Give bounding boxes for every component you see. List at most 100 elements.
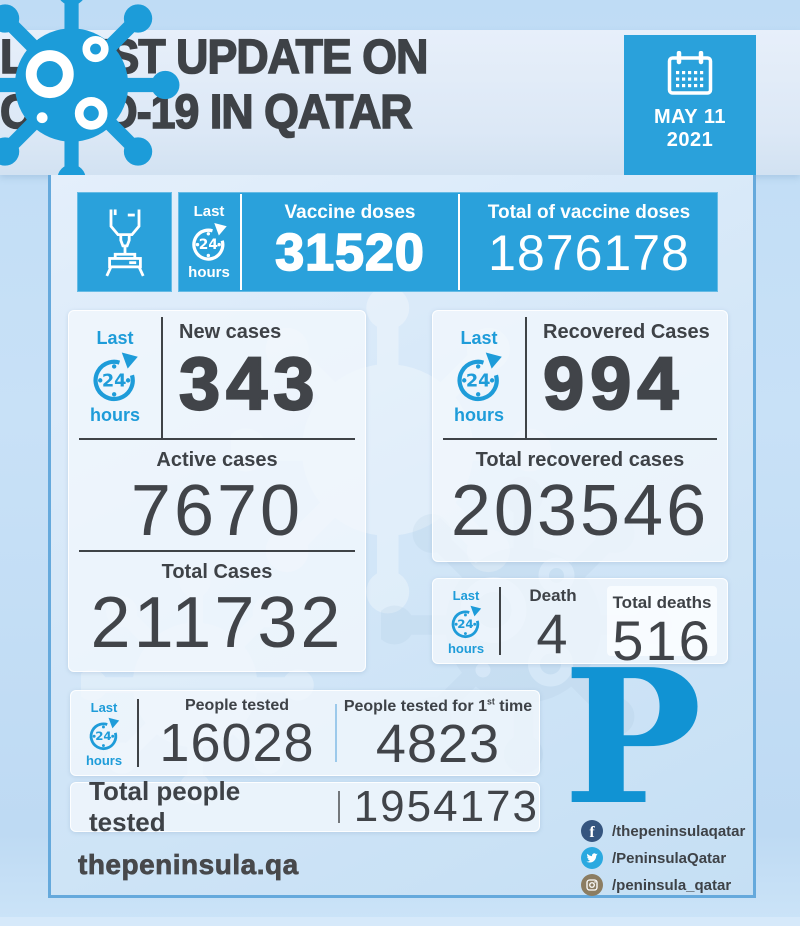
date-badge: MAY 11 2021: [624, 35, 756, 175]
people-tested-value: 16028: [159, 713, 315, 773]
date-text: MAY 11 2021: [654, 106, 726, 152]
people-tested-label: People tested: [184, 697, 290, 714]
cases-card: Last hours New cases 343 Active cases 76…: [68, 310, 366, 672]
total-deaths-label: Total deaths: [612, 593, 712, 612]
people-tested-stat: People tested 16028: [139, 691, 335, 775]
bottom-strip: [0, 917, 800, 926]
clock-24-icon: [452, 350, 506, 404]
hours-label: hours: [447, 641, 485, 656]
vaccine-doses-value: 31520: [274, 223, 425, 283]
death-label: Death: [529, 586, 577, 605]
last-label: Last: [193, 203, 225, 220]
divider: [337, 791, 340, 823]
divider: [137, 699, 139, 767]
vaccine-total-label: Total of vaccine doses: [487, 202, 691, 223]
last-label: Last: [460, 327, 498, 348]
tested-card: Last hours People tested 16028 People te…: [70, 690, 540, 776]
instagram-handle: /peninsula_qatar: [612, 876, 732, 894]
total-tested-bar: Total people tested 1954173: [70, 776, 540, 837]
new-cases-stat: New cases 343: [163, 311, 365, 438]
vaccine-syringe-box: [77, 192, 172, 292]
recovered-cases-label: Recovered Cases: [543, 321, 710, 343]
divider: [525, 317, 527, 438]
coronavirus-icon: [0, 0, 186, 196]
recovered-cases-value: 994: [542, 342, 685, 425]
website-link[interactable]: thepeninsula.qa: [78, 849, 299, 881]
first-time-label-post: time: [494, 698, 533, 716]
first-time-label-sup: st: [486, 697, 495, 707]
last-label: Last: [96, 327, 134, 348]
facebook-handle: /thepeninsulaqatar: [612, 822, 746, 840]
total-cases-stat: Total Cases 211732: [69, 561, 365, 662]
twitter-icon: [581, 847, 603, 869]
total-cases-value: 211732: [90, 583, 344, 663]
divider: [458, 194, 460, 290]
total-tested-value: 1954173: [353, 782, 539, 831]
facebook-icon: [581, 820, 603, 842]
date-line2: 2021: [666, 129, 714, 151]
total-recovered-stat: Total recovered cases 203546: [433, 449, 727, 550]
hours-label: hours: [89, 404, 140, 425]
twitter-handle: /PeninsulaQatar: [612, 849, 727, 867]
divider: [335, 704, 337, 762]
first-time-tested-value: 4823: [375, 714, 501, 775]
hours-label: hours: [85, 753, 123, 768]
vaccine-total-stat: Total of vaccine doses 1876178: [460, 192, 718, 292]
death-stat: Death 4: [501, 579, 605, 663]
first-time-tested-stat: People tested for 1st time 4823: [337, 691, 539, 775]
clock-24-icon: [86, 716, 122, 752]
active-cases-stat: Active cases 7670: [69, 449, 365, 550]
last-label: Last: [90, 700, 118, 715]
divider: [79, 550, 355, 552]
vaccine-stats-bar: Last hours Vaccine doses 31520 Total of …: [178, 192, 718, 292]
recovered-card: Last hours Recovered Cases 994 Total rec…: [432, 310, 728, 562]
social-link-twitter[interactable]: /PeninsulaQatar: [581, 847, 745, 869]
active-cases-label: Active cases: [156, 449, 278, 471]
active-cases-value: 7670: [130, 471, 304, 551]
main-panel: Last hours Vaccine doses 31520 Total of …: [48, 175, 756, 898]
divider: [161, 317, 163, 438]
hours-label: hours: [453, 404, 504, 425]
new-cases-value: 343: [178, 342, 321, 425]
divider: [240, 194, 242, 290]
new-cases-row: Last hours New cases 343: [69, 311, 365, 438]
new-cases-label: New cases: [179, 321, 282, 343]
last-24-hours-clock: Last hours: [69, 311, 161, 438]
total-recovered-label: Total recovered cases: [475, 449, 685, 471]
total-recovered-value: 203546: [450, 471, 710, 551]
instagram-icon: [581, 874, 603, 896]
vaccine-total-value: 1876178: [488, 225, 690, 281]
syringe-icon: [90, 200, 160, 284]
last-24-hours-clock: Last hours: [178, 192, 240, 292]
total-cases-label: Total Cases: [161, 561, 273, 583]
deaths-card: Last hours Death 4 Total deaths 516: [432, 578, 728, 669]
calendar-icon: [666, 51, 714, 97]
social-link-facebook[interactable]: /thepeninsulaqatar: [581, 820, 745, 842]
last-24-hours-clock: Last hours: [433, 579, 499, 663]
clock-24-icon: [88, 350, 142, 404]
first-time-tested-label: People tested for 1st time: [343, 697, 533, 716]
date-line1: MAY 11: [654, 106, 726, 128]
divider: [79, 438, 355, 440]
death-value: 4: [536, 602, 570, 665]
recovered-cases-stat: Recovered Cases 994: [527, 311, 727, 438]
hours-label: hours: [188, 264, 230, 281]
total-deaths-stat: Total deaths 516: [607, 586, 717, 669]
last-24-hours-clock: Last hours: [71, 691, 137, 775]
vaccine-doses-stat: Vaccine doses 31520: [242, 192, 458, 292]
clock-24-icon: [188, 221, 230, 263]
vaccine-doses-label: Vaccine doses: [284, 202, 416, 223]
first-time-label-pre: People tested for 1: [343, 698, 487, 716]
recovered-cases-row: Last hours Recovered Cases 994: [433, 311, 727, 438]
divider: [443, 438, 717, 440]
clock-24-icon: [448, 604, 484, 640]
social-links: /thepeninsulaqatar /PeninsulaQatar /peni…: [581, 820, 745, 896]
divider: [499, 587, 501, 655]
total-tested-label: Total people tested: [89, 776, 241, 837]
last-label: Last: [452, 588, 480, 603]
last-24-hours-clock: Last hours: [433, 311, 525, 438]
total-deaths-value: 516: [612, 609, 712, 672]
social-link-instagram[interactable]: /peninsula_qatar: [581, 874, 745, 896]
peninsula-logo: P: [563, 628, 703, 846]
